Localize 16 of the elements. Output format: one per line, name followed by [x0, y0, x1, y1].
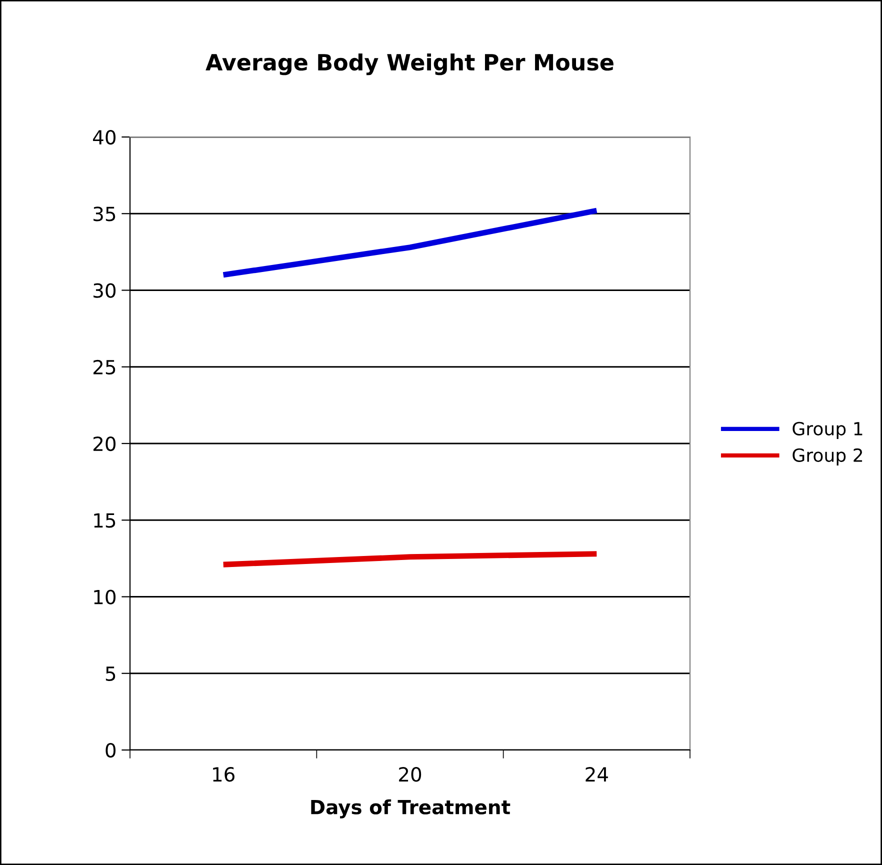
chart-title: Average Body Weight Per Mouse	[206, 53, 614, 76]
y-tick-label: 15	[94, 513, 116, 528]
legend-label: Group 1	[792, 422, 862, 439]
y-tick-label: 40	[93, 130, 116, 145]
y-tick-label: 0	[106, 742, 116, 758]
y-tick-label: 10	[94, 590, 116, 604]
y-tick-label: 35	[94, 206, 116, 222]
y-tick-label: 25	[93, 360, 116, 375]
y-tick-label: 20	[93, 436, 116, 452]
x-tick-label: 24	[586, 767, 608, 782]
legend-label: Group 2	[792, 448, 862, 466]
x-tick-label: 16	[213, 767, 234, 782]
x-axis-title: Days of Treatment	[311, 799, 510, 818]
y-tick-label: 30	[94, 283, 116, 298]
y-tick-label: 5	[106, 666, 116, 682]
x-tick-label: 20	[399, 767, 422, 782]
